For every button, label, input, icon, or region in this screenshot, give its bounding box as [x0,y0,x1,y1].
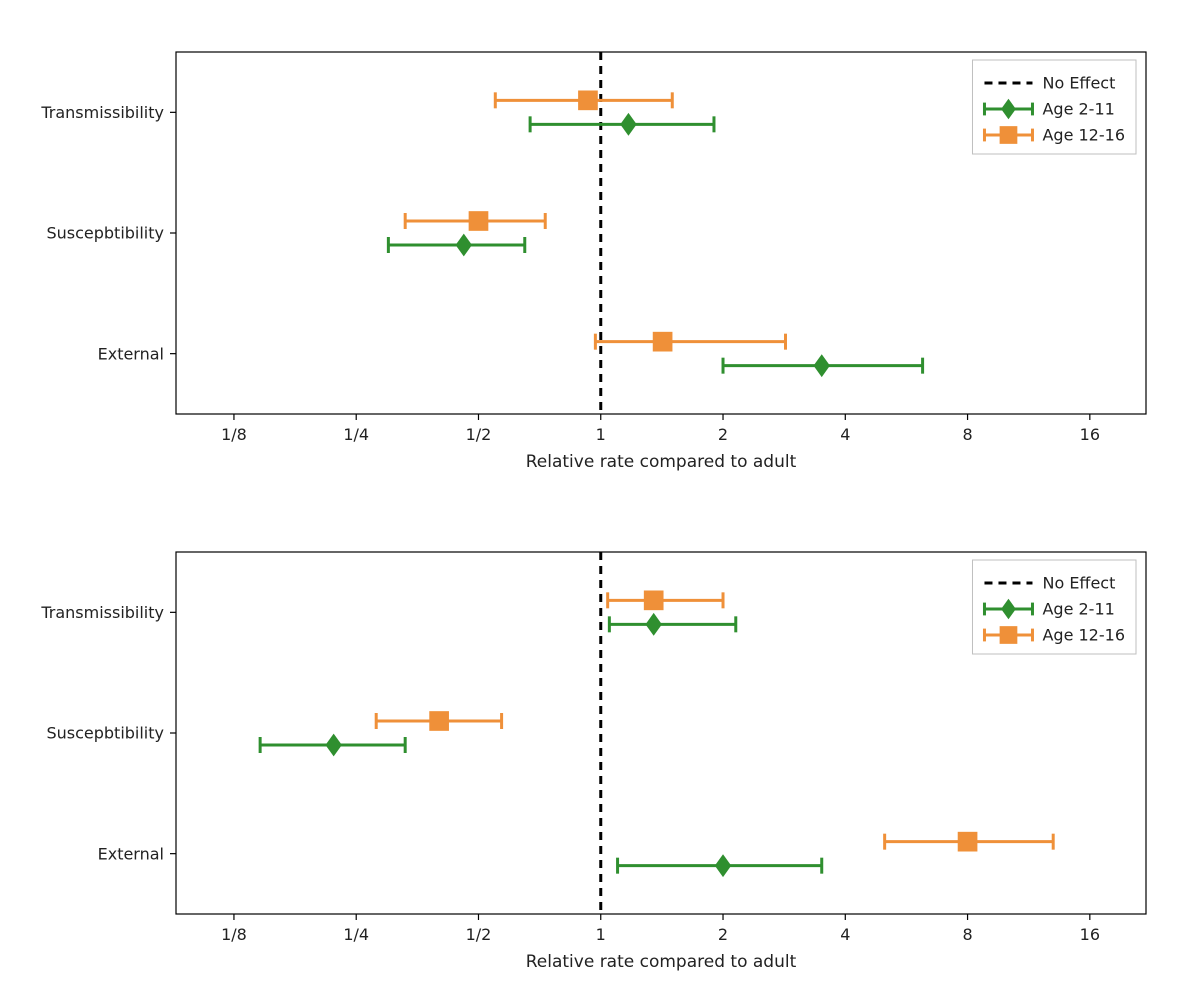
forest-plot-figure: 1/8 1/4 1/2 1 2 4 8 16 Relative rate compared to… [0,0,1190,986]
x-tick-label: 2 [718,425,728,444]
y-category-label: Transmissibility [40,103,164,122]
y-category-label: Suscepbtibility [46,724,164,743]
legend-label: Age 2-11 [1042,100,1114,119]
legend: No Effect Age 2-11 Age 12-16 [972,560,1136,654]
x-tick-label: 1/2 [466,425,492,444]
legend: No Effect Age 2-11 Age 12-16 [972,60,1136,154]
legend-label: Age 12-16 [1042,126,1125,145]
x-tick-label: 1/2 [466,925,492,944]
y-category-label: Transmissibility [40,603,164,622]
x-tick-label: 8 [962,925,972,944]
x-tick-label: 1/4 [343,425,369,444]
x-tick-label: 2 [718,925,728,944]
x-tick-label: 1/8 [221,425,247,444]
x-tick-label: 16 [1080,425,1100,444]
legend-label: Age 12-16 [1042,626,1125,645]
x-tick-label: 1 [596,925,606,944]
x-axis-label: Relative rate compared to adult [526,452,797,472]
x-tick-label: 4 [840,425,850,444]
legend-label: Age 2-11 [1042,600,1114,619]
x-tick-label: 4 [840,925,850,944]
x-tick-label: 1 [596,425,606,444]
y-category-label: Suscepbtibility [46,224,164,243]
x-tick-label: 1/8 [221,925,247,944]
x-tick-label: 16 [1080,925,1100,944]
legend-label: No Effect [1042,574,1115,593]
x-axis-label: Relative rate compared to adult [526,952,797,972]
legend-label: No Effect [1042,74,1115,93]
y-category-label: External [98,844,164,863]
x-tick-label: 1/4 [343,925,369,944]
x-tick-label: 8 [962,425,972,444]
y-category-label: External [98,344,164,363]
